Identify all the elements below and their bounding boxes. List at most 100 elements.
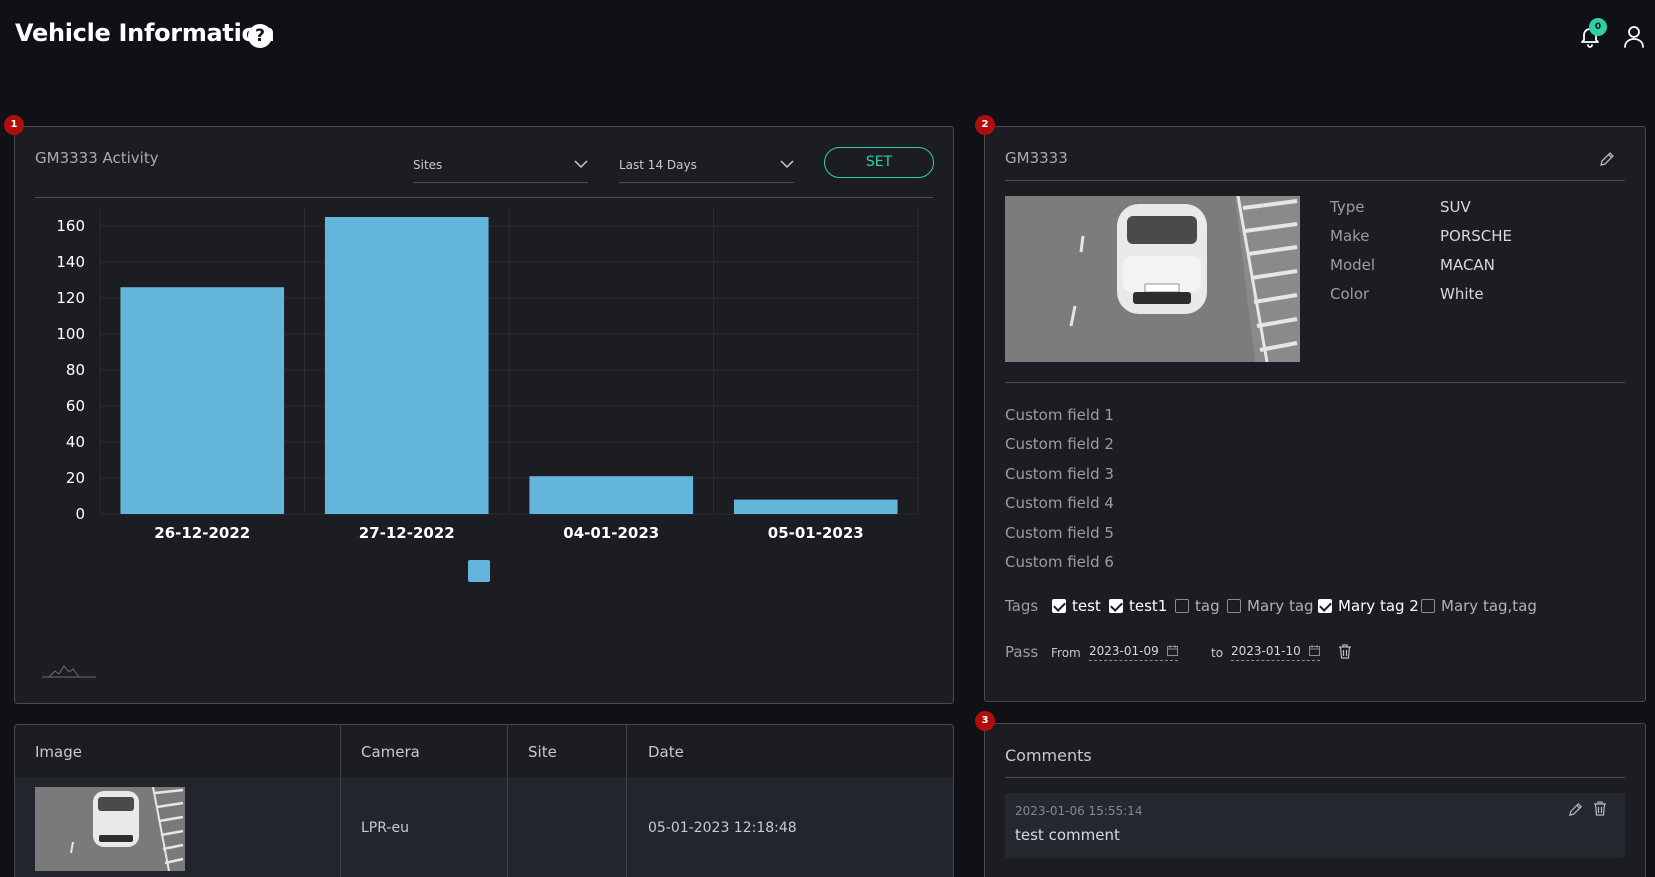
camera-cell: LPR-eu bbox=[361, 820, 409, 836]
date-range-select-value: Last 14 Days bbox=[619, 158, 697, 172]
y-tick-label: 0 bbox=[75, 505, 85, 523]
column-header-image: Image bbox=[35, 743, 82, 761]
checkbox-checked-icon bbox=[1318, 599, 1332, 613]
custom-field-5: Custom field 5 bbox=[1005, 524, 1114, 542]
divider bbox=[1005, 180, 1625, 181]
trash-icon[interactable] bbox=[1593, 801, 1607, 816]
date-cell: 05-01-2023 12:18:48 bbox=[648, 820, 797, 836]
checkbox-checked-icon bbox=[1052, 599, 1066, 613]
chart-watermark-icon bbox=[42, 665, 96, 678]
comment-timestamp: 2023-01-06 15:55:14 bbox=[1015, 804, 1143, 818]
y-tick-label: 20 bbox=[66, 469, 85, 487]
calendar-icon bbox=[1166, 645, 1178, 656]
comment-item: 2023-01-06 15:55:14 test comment bbox=[1005, 793, 1625, 858]
pass-from-date[interactable]: 2023-01-09 bbox=[1089, 644, 1178, 661]
pass-to-date[interactable]: 2023-01-10 bbox=[1231, 644, 1320, 661]
divider bbox=[1005, 382, 1625, 383]
custom-field-2: Custom field 2 bbox=[1005, 435, 1114, 453]
checkbox-checked-icon bbox=[1109, 599, 1123, 613]
attr-value: MACAN bbox=[1440, 256, 1495, 274]
attr-key: Color bbox=[1330, 285, 1370, 303]
y-tick-label: 60 bbox=[66, 397, 85, 415]
chevron-down-icon bbox=[574, 160, 588, 169]
custom-field-4: Custom field 4 bbox=[1005, 494, 1114, 512]
column-header-site: Site bbox=[528, 743, 557, 761]
bar bbox=[529, 476, 694, 514]
activity-panel: GM3333 Activity Sites Last 14 Days SET 0… bbox=[14, 126, 954, 704]
attr-value: White bbox=[1440, 285, 1484, 303]
calendar-icon bbox=[1308, 645, 1320, 656]
tag-label: test bbox=[1072, 597, 1101, 615]
tags-label: Tags bbox=[1005, 597, 1039, 615]
y-tick-label: 40 bbox=[66, 433, 85, 451]
y-tick-label: 160 bbox=[56, 217, 85, 235]
column-divider bbox=[626, 725, 627, 877]
edit-icon[interactable] bbox=[1568, 802, 1583, 817]
attr-value: SUV bbox=[1440, 198, 1471, 216]
vehicle-plate: GM3333 bbox=[1005, 149, 1068, 167]
page-title: Vehicle Information bbox=[15, 19, 275, 47]
vehicle-panel: GM3333 Type SUV Make PORSCHE Model MACAN… bbox=[984, 126, 1646, 702]
tag-label: Mary tag,tag bbox=[1441, 597, 1537, 615]
help-icon[interactable]: ? bbox=[248, 24, 272, 48]
column-divider bbox=[340, 725, 341, 877]
tag-label: Mary tag 2 bbox=[1338, 597, 1419, 615]
legend-swatch bbox=[468, 560, 490, 582]
sites-select[interactable]: Sites bbox=[413, 149, 588, 183]
divider bbox=[35, 197, 933, 198]
activity-title: GM3333 Activity bbox=[35, 149, 159, 167]
tag-checkbox-test[interactable]: test bbox=[1052, 597, 1101, 615]
y-tick-label: 80 bbox=[66, 361, 85, 379]
tag-checkbox-test1[interactable]: test1 bbox=[1109, 597, 1167, 615]
checkbox-empty-icon bbox=[1175, 599, 1189, 613]
custom-field-6: Custom field 6 bbox=[1005, 553, 1114, 571]
user-icon[interactable] bbox=[1622, 24, 1646, 48]
x-tick-label: 27-12-2022 bbox=[359, 524, 455, 542]
pass-to-value: 2023-01-10 bbox=[1231, 644, 1301, 658]
tag-label: test1 bbox=[1129, 597, 1168, 615]
attr-key: Make bbox=[1330, 227, 1370, 245]
sites-select-value: Sites bbox=[413, 158, 443, 172]
tag-label: Mary tag bbox=[1247, 597, 1314, 615]
column-header-date: Date bbox=[648, 743, 684, 761]
notification-count-badge: 0 bbox=[1589, 18, 1607, 36]
custom-field-3: Custom field 3 bbox=[1005, 465, 1114, 483]
checkbox-empty-icon bbox=[1421, 599, 1435, 613]
y-tick-label: 140 bbox=[56, 253, 85, 271]
capture-thumbnail[interactable] bbox=[35, 787, 185, 871]
captures-table: Image Camera Site Date LPR-eu 05-01-2023… bbox=[14, 724, 954, 877]
comment-text: test comment bbox=[1015, 826, 1120, 844]
edit-icon[interactable] bbox=[1599, 151, 1615, 167]
vehicle-photo bbox=[1005, 196, 1300, 362]
y-tick-label: 100 bbox=[56, 325, 85, 343]
attr-key: Type bbox=[1330, 198, 1365, 216]
date-range-select[interactable]: Last 14 Days bbox=[619, 149, 794, 183]
comments-title: Comments bbox=[1005, 746, 1092, 765]
checkbox-empty-icon bbox=[1227, 599, 1241, 613]
tag-checkbox-mary-tag-2[interactable]: Mary tag 2 bbox=[1318, 597, 1419, 615]
column-divider bbox=[507, 725, 508, 877]
tag-checkbox-tag[interactable]: tag bbox=[1175, 597, 1220, 615]
tag-checkbox-mary-tag-tag[interactable]: Mary tag,tag bbox=[1421, 597, 1537, 615]
section-badge-2: 2 bbox=[975, 115, 995, 135]
trash-icon[interactable] bbox=[1338, 644, 1352, 659]
pass-from-label: From bbox=[1051, 646, 1081, 660]
section-badge-1: 1 bbox=[4, 115, 24, 135]
column-header-camera: Camera bbox=[361, 743, 420, 761]
attr-value: PORSCHE bbox=[1440, 227, 1513, 245]
table-row[interactable]: LPR-eu 05-01-2023 12:18:48 bbox=[15, 777, 953, 877]
divider bbox=[1005, 777, 1625, 778]
pass-from-value: 2023-01-09 bbox=[1089, 644, 1159, 658]
x-tick-label: 26-12-2022 bbox=[154, 524, 250, 542]
chevron-down-icon bbox=[780, 160, 794, 169]
pass-label: Pass bbox=[1005, 643, 1039, 661]
bar bbox=[733, 499, 898, 514]
activity-bar-chart: 0 20 40 60 80 100 120 140 160 26-12-2022 27-12-202… bbox=[56, 208, 919, 582]
y-tick-label: 120 bbox=[56, 289, 85, 307]
bar bbox=[324, 217, 489, 514]
pass-to-label: to bbox=[1211, 646, 1224, 660]
bar bbox=[120, 287, 285, 514]
comments-panel: Comments 2023-01-06 15:55:14 test commen… bbox=[984, 723, 1646, 877]
tag-checkbox-mary-tag[interactable]: Mary tag bbox=[1227, 597, 1314, 615]
set-button[interactable]: SET bbox=[824, 147, 934, 178]
